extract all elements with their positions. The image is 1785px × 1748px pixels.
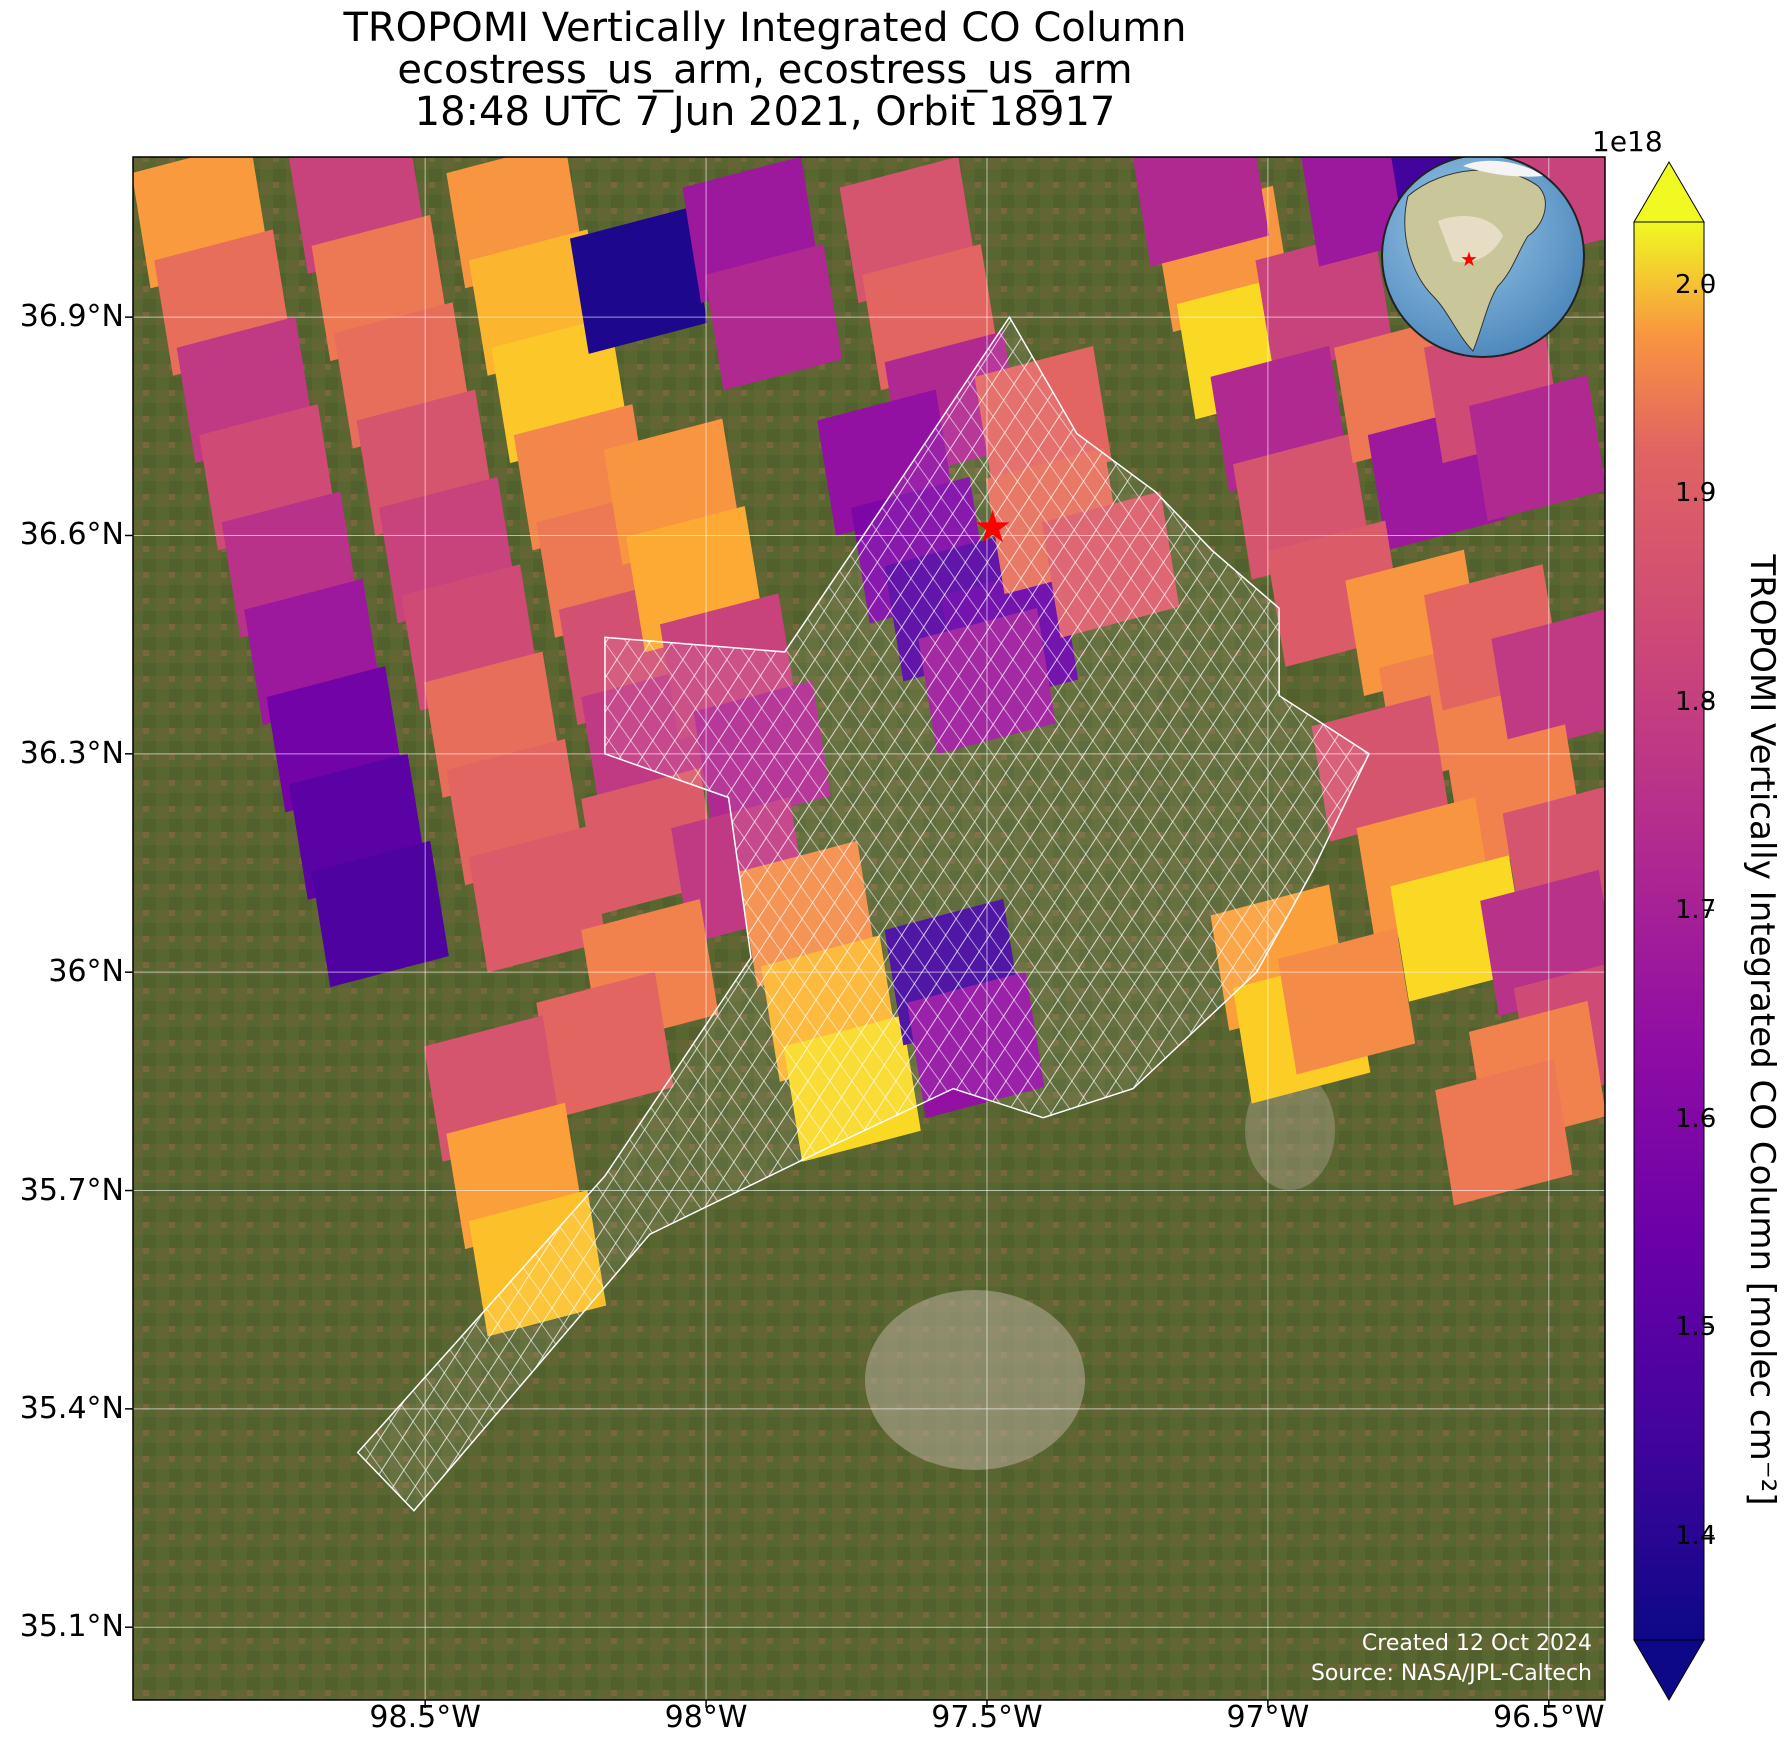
co-pixel-layer bbox=[133, 157, 1605, 1337]
colorbar-extend-top bbox=[1633, 161, 1705, 223]
lon-tick-label: 98°W bbox=[664, 1700, 748, 1735]
co-pixel bbox=[311, 840, 449, 988]
lon-tick-label: 97.5°W bbox=[931, 1700, 1043, 1735]
ecostress-swath-outline bbox=[356, 315, 1370, 1512]
co-pixel bbox=[1277, 928, 1416, 1075]
lon-tick-label: 98.5°W bbox=[369, 1700, 481, 1735]
colorbar-body bbox=[1633, 221, 1705, 1641]
credit-created: Created 12 Oct 2024 bbox=[1362, 1631, 1592, 1656]
lat-tick-label: 36°N bbox=[48, 954, 124, 990]
colorbar bbox=[1633, 161, 1714, 1701]
colorbar-tick-label: 1.7 bbox=[1675, 895, 1717, 926]
colorbar-tick-label: 1.4 bbox=[1675, 1520, 1717, 1551]
colorbar-tick-label: 2.0 bbox=[1675, 269, 1717, 300]
lat-tick-label: 36.3°N bbox=[19, 735, 124, 771]
map-frame bbox=[132, 156, 1606, 1701]
lat-tick-label: 36.9°N bbox=[19, 299, 124, 335]
co-pixel bbox=[1255, 229, 1393, 376]
lon-tick-label: 96.5°W bbox=[1493, 1700, 1605, 1735]
co-pixel bbox=[536, 971, 674, 1119]
inset-globe: ★ bbox=[1381, 157, 1585, 358]
map-panel: ★ ★ Created 12 Oct 2024 Source: NASA/JPL… bbox=[133, 157, 1605, 1700]
chart-title-line-3: 18:48 UTC 7 Jun 2021, Orbit 18917 bbox=[414, 89, 1116, 135]
co-pixel bbox=[1041, 491, 1180, 638]
lat-tick-label: 35.1°N bbox=[19, 1609, 124, 1645]
lat-tick-label: 35.4°N bbox=[19, 1390, 124, 1426]
co-pixel bbox=[1468, 374, 1605, 522]
co-pixel bbox=[468, 1190, 607, 1337]
urban-area bbox=[865, 1290, 1085, 1470]
co-pixel bbox=[1435, 1059, 1573, 1206]
co-pixel bbox=[1311, 695, 1449, 842]
lon-tick-label: 97°W bbox=[1226, 1700, 1310, 1735]
colorbar-tick-label: 1.8 bbox=[1675, 686, 1717, 717]
land-highlight bbox=[1438, 216, 1503, 263]
colorbar-label: TROPOMI Vertically Integrated CO Column … bbox=[1742, 554, 1782, 1506]
lat-tick-label: 36.6°N bbox=[19, 517, 124, 553]
site-star-marker: ★ bbox=[973, 502, 1012, 553]
colorbar-ticks bbox=[1704, 283, 1714, 1537]
arctic-ice bbox=[1463, 160, 1543, 177]
globe-site-star: ★ bbox=[1460, 247, 1478, 271]
chart-title-line-2: ecostress_us_arm, ecostress_us_arm bbox=[397, 47, 1133, 93]
co-pixel bbox=[907, 971, 1045, 1119]
colorbar-extend-bottom bbox=[1633, 1639, 1705, 1701]
credit-source: Source: NASA/JPL-Caltech bbox=[1311, 1661, 1592, 1686]
lat-tick-label: 35.7°N bbox=[19, 1172, 124, 1208]
colorbar-multiplier: 1e18 bbox=[1592, 125, 1663, 158]
chart-title-line-1: TROPOMI Vertically Integrated CO Column bbox=[343, 5, 1187, 51]
site-star-icon: ★ bbox=[973, 502, 1012, 553]
co-pixel bbox=[1132, 157, 1270, 267]
axis-ticks bbox=[125, 316, 1550, 1708]
colorbar-tick-label: 1.6 bbox=[1675, 1103, 1717, 1134]
colorbar-tick-label: 1.5 bbox=[1675, 1312, 1717, 1343]
colorbar-tick-label: 1.9 bbox=[1675, 478, 1717, 509]
co-pixel bbox=[468, 826, 607, 973]
map-gridlines bbox=[133, 157, 1605, 1700]
co-pixel bbox=[1491, 609, 1605, 755]
